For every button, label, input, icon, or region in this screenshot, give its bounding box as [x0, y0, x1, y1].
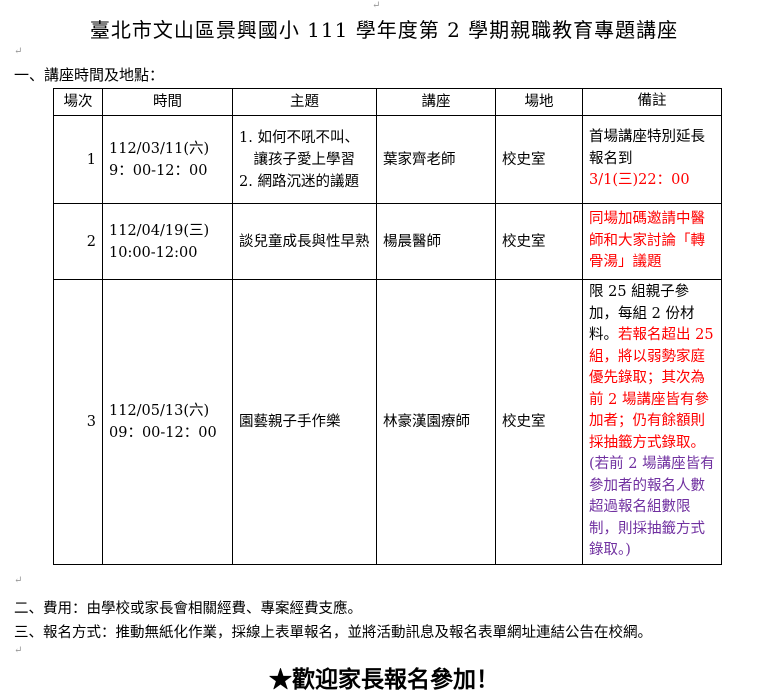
session-cell: 3 [53, 279, 103, 565]
remark-text: (若前 2 場講座皆有參加者的報名人數超過報名組數限制，則採抽籤方式錄取。) [589, 456, 715, 558]
venue-cell: 校史室 [495, 115, 583, 204]
session-cell: 2 [53, 203, 103, 280]
header-venue: 場地 [495, 88, 583, 116]
session-time: 10:00-12:00 [109, 244, 198, 261]
venue-cell: 校史室 [495, 279, 583, 565]
topic-line: 讓孩子愛上學習 [239, 151, 355, 168]
header-session: 場次 [53, 88, 103, 116]
speaker-cell: 林豪漢園療師 [376, 279, 496, 565]
paragraph-mark: ↵ [14, 645, 23, 656]
table-row: 2 112/04/19(三) 10:00-12:00 談兒童成長與性早熟 楊晨醫師 校史室… [53, 203, 722, 280]
session-cell: 1 [53, 115, 103, 204]
remark-text: 同場加碼邀請中醫師和大家討論「轉骨湯」議題 [589, 211, 705, 271]
table-row: 3 112/05/13(六) 09：00-12：00 園藝親子手作樂 林豪漢園療師 校史室… [53, 279, 722, 565]
topic-cell: 1. 如何不吼不叫、 讓孩子愛上學習 2. 網路沉迷的議題 [232, 115, 377, 204]
session-number: 3 [86, 413, 96, 430]
speaker-name: 林豪漢園療師 [383, 413, 470, 430]
remark-cell: 限 25 組親子參加，每組 2 份材料。若報名超出 25 組，將以弱勢家庭優先錄… [582, 279, 722, 565]
remark-cell: 首場講座特別延長報名到 3/1(三)22：00 [582, 115, 722, 204]
speaker-cell: 楊晨醫師 [376, 203, 496, 280]
header-speaker: 講座 [376, 88, 496, 116]
time-cell: 112/04/19(三) 10:00-12:00 [102, 203, 233, 280]
session-date: 112/04/19(三) [109, 222, 210, 239]
header-time: 時間 [102, 88, 233, 116]
remark-cell: 同場加碼邀請中醫師和大家討論「轉骨湯」議題 [582, 203, 722, 280]
header-remark: 備註 [582, 88, 722, 116]
session-number: 2 [86, 233, 96, 250]
table-header-row: 場次 時間 主題 講座 場地 備註 [53, 88, 722, 116]
table-row: 1 112/03/11(六) 9：00-12：00 1. 如何不吼不叫、 讓孩子愛上學… [53, 115, 722, 204]
topic-cell: 園藝親子手作樂 [232, 279, 377, 565]
document-title: 臺北市文山區景興國小 111 學年度第 2 學期親職教育專題講座 [89, 18, 679, 42]
speaker-name: 葉家齊老師 [383, 151, 456, 168]
welcome-banner: ★歡迎家長報名參加！ [269, 666, 499, 693]
topic-line: 1. 如何不吼不叫、 [239, 129, 359, 146]
session-time: 9：00-12：00 [109, 162, 208, 179]
section-fee: 二、費用：由學校或家長會相關經費、專案經費支應。 [14, 601, 362, 617]
header-topic: 主題 [232, 88, 377, 116]
speaker-cell: 葉家齊老師 [376, 115, 496, 204]
paragraph-mark: ↵ [14, 575, 23, 586]
section-registration: 三、報名方式：推動無紙化作業，採線上表單報名，並將活動訊息及報名表單網址連結公告… [14, 625, 652, 641]
remark-text: 限 25 組親子參加，每組 2 份材料。 [589, 284, 695, 343]
time-cell: 112/03/11(六) 9：00-12：00 [102, 115, 233, 204]
speaker-name: 楊晨醫師 [383, 233, 441, 250]
time-cell: 112/05/13(六) 09：00-12：00 [102, 279, 233, 565]
session-number: 1 [86, 151, 96, 168]
topic-cell: 談兒童成長與性早熟 [232, 203, 377, 280]
session-date: 112/05/13(六) [109, 402, 210, 419]
session-date: 112/03/11(六) [109, 140, 210, 157]
topic-line: 2. 網路沉迷的議題 [239, 173, 359, 190]
remark-text: 3/1(三)22：00 [589, 172, 690, 189]
paragraph-mark: ↵ [372, 0, 381, 11]
lecture-schedule-table: 場次 時間 主題 講座 場地 備註 1 112/03/11(六) 9：00-12：0… [53, 88, 722, 565]
section-heading-schedule: 一、講座時間及地點： [14, 66, 165, 84]
session-time: 09：00-12：00 [109, 424, 217, 441]
venue-cell: 校史室 [495, 203, 583, 280]
topic-line: 園藝親子手作樂 [239, 413, 341, 430]
venue-name: 校史室 [502, 413, 546, 430]
topic-line: 談兒童成長與性早熟 [239, 233, 370, 250]
remark-text: 首場講座特別延長報名到 [589, 129, 705, 167]
remark-text: 若報名超出 25 組，將以弱勢家庭優先錄取；其次為前 2 場講座皆有參加者；仍有… [589, 327, 714, 451]
venue-name: 校史室 [502, 151, 546, 168]
paragraph-mark: ↵ [14, 46, 23, 57]
venue-name: 校史室 [502, 233, 546, 250]
